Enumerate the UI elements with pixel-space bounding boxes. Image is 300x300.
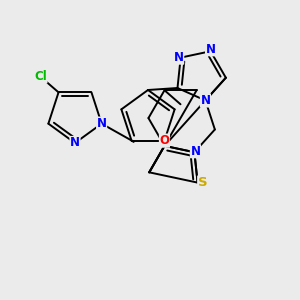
Text: O: O — [160, 134, 170, 147]
Text: S: S — [198, 176, 207, 189]
Text: N: N — [200, 94, 210, 107]
Text: N: N — [70, 136, 80, 149]
Text: N: N — [190, 145, 200, 158]
Text: N: N — [97, 117, 106, 130]
Text: Cl: Cl — [34, 70, 47, 83]
Text: N: N — [206, 43, 216, 56]
Text: N: N — [174, 51, 184, 64]
